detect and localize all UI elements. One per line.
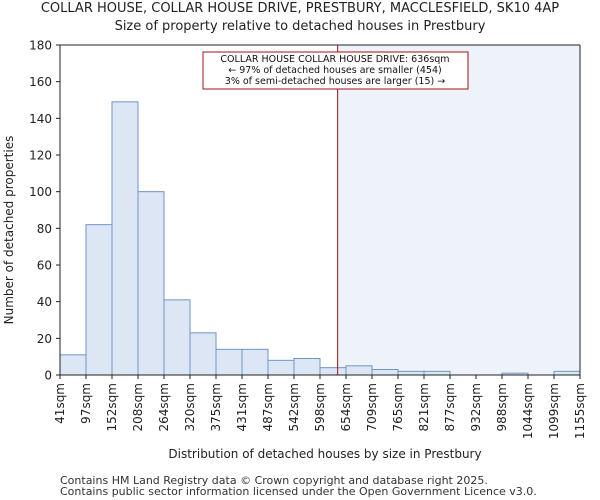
x-tick-label: 208sqm	[131, 383, 145, 431]
chart-subtitle: Size of property relative to detached ho…	[114, 19, 486, 34]
histogram-bar	[371, 369, 399, 376]
x-tick-label: 598sqm	[313, 383, 327, 431]
annotation-line-3: 3% of semi-detached houses are larger (1…	[225, 76, 445, 87]
x-tick-label: 97sqm	[79, 383, 93, 424]
x-tick-label: 821sqm	[417, 383, 431, 431]
histogram-bar	[111, 101, 139, 376]
x-tick-label: 709sqm	[365, 383, 379, 431]
x-tick-label: 932sqm	[469, 383, 483, 431]
y-tick-label: 140	[29, 112, 52, 126]
x-tick-label: 542sqm	[287, 383, 301, 431]
histogram-bar	[85, 224, 113, 376]
x-tick-label: 1044sqm	[521, 383, 535, 439]
x-tick-label: 1155sqm	[573, 383, 587, 439]
y-tick-label: 120	[29, 149, 52, 163]
histogram-bar	[241, 348, 269, 376]
x-tick-label: 375sqm	[209, 383, 223, 431]
x-tick-label: 654sqm	[339, 383, 353, 431]
histogram-bar	[267, 359, 295, 376]
footer-licence: Contains public sector information licen…	[60, 485, 537, 498]
histogram-bar	[397, 370, 425, 376]
histogram-bar	[553, 370, 581, 376]
y-tick-label: 160	[29, 75, 52, 89]
x-tick-label: 487sqm	[261, 383, 275, 431]
chart-title: COLLAR HOUSE, COLLAR HOUSE DRIVE, PRESTB…	[40, 1, 560, 16]
histogram-bar	[293, 358, 321, 376]
x-axis-label: Distribution of detached houses by size …	[168, 447, 481, 461]
y-tick-label: 100	[29, 185, 52, 199]
annotation-line-2: ← 97% of detached houses are smaller (45…	[228, 65, 441, 76]
annotation-box	[202, 51, 469, 90]
y-tick-label: 60	[37, 259, 52, 273]
x-tick-label: 264sqm	[157, 383, 171, 431]
larger-region-shading	[337, 45, 580, 375]
x-tick-label: 152sqm	[105, 383, 119, 431]
histogram-bar	[345, 365, 373, 376]
x-tick-label: 988sqm	[495, 383, 509, 431]
histogram-bar	[163, 299, 191, 376]
x-tick-label: 431sqm	[235, 383, 249, 431]
histogram-bar	[189, 332, 217, 376]
y-tick-label: 180	[29, 39, 52, 53]
histogram-bar	[59, 354, 87, 376]
y-axis-label: Number of detached properties	[2, 136, 16, 325]
histogram-bar	[137, 191, 165, 376]
y-tick-label: 80	[37, 222, 52, 236]
y-tick-label: 40	[37, 295, 52, 309]
annotation-line-1: COLLAR HOUSE COLLAR HOUSE DRIVE: 636sqm	[220, 54, 449, 65]
histogram-bar	[319, 367, 347, 376]
x-tick-label: 41sqm	[53, 383, 67, 424]
histogram-bar	[215, 348, 243, 376]
y-tick-label: 20	[37, 332, 52, 346]
footer-copyright: Contains HM Land Registry data © Crown c…	[60, 474, 488, 487]
x-tick-label: 1099sqm	[547, 383, 561, 439]
x-tick-label: 877sqm	[443, 383, 457, 431]
histogram-chart: 0 20 40 60 80 100 120 140 160 180 41sqm 97sqm 152sq…	[2, 39, 587, 462]
histogram-bar	[423, 370, 451, 376]
y-tick-label: 0	[44, 369, 52, 383]
x-tick-label: 765sqm	[391, 383, 405, 431]
x-tick-label: 320sqm	[183, 383, 197, 431]
